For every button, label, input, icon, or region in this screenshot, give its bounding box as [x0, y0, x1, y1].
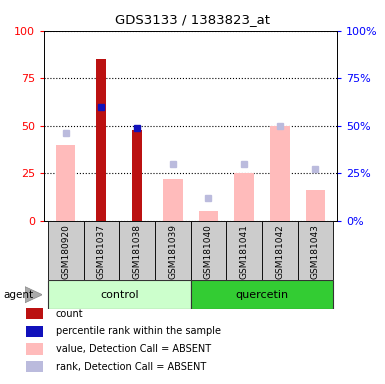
Bar: [132, 129, 142, 221]
Bar: [199, 211, 218, 221]
Bar: [119, 221, 155, 280]
Bar: [234, 173, 254, 221]
Text: GSM181039: GSM181039: [168, 224, 177, 279]
Bar: [48, 280, 191, 309]
Bar: [163, 179, 182, 221]
Text: GSM181041: GSM181041: [239, 224, 249, 279]
Bar: [48, 221, 84, 280]
Text: value, Detection Call = ABSENT: value, Detection Call = ABSENT: [56, 344, 211, 354]
Bar: [270, 126, 290, 221]
Text: GDS3133 / 1383823_at: GDS3133 / 1383823_at: [115, 13, 270, 26]
Bar: [226, 221, 262, 280]
Text: count: count: [56, 309, 84, 319]
Bar: [306, 190, 325, 221]
Bar: [56, 145, 75, 221]
Text: rank, Detection Call = ABSENT: rank, Detection Call = ABSENT: [56, 362, 206, 372]
Text: percentile rank within the sample: percentile rank within the sample: [56, 326, 221, 336]
Text: agent: agent: [4, 290, 34, 300]
Bar: [155, 221, 191, 280]
Text: GSM181037: GSM181037: [97, 224, 106, 279]
Bar: [191, 221, 226, 280]
Bar: [96, 59, 106, 221]
Polygon shape: [25, 286, 42, 303]
Text: GSM181038: GSM181038: [132, 224, 142, 279]
Bar: [262, 221, 298, 280]
Text: control: control: [100, 290, 139, 300]
Bar: [84, 221, 119, 280]
Bar: [191, 280, 333, 309]
Text: GSM181043: GSM181043: [311, 224, 320, 279]
Text: quercetin: quercetin: [235, 290, 288, 300]
Text: GSM180920: GSM180920: [61, 224, 70, 279]
Text: GSM181042: GSM181042: [275, 224, 284, 278]
Text: GSM181040: GSM181040: [204, 224, 213, 279]
Bar: [298, 221, 333, 280]
